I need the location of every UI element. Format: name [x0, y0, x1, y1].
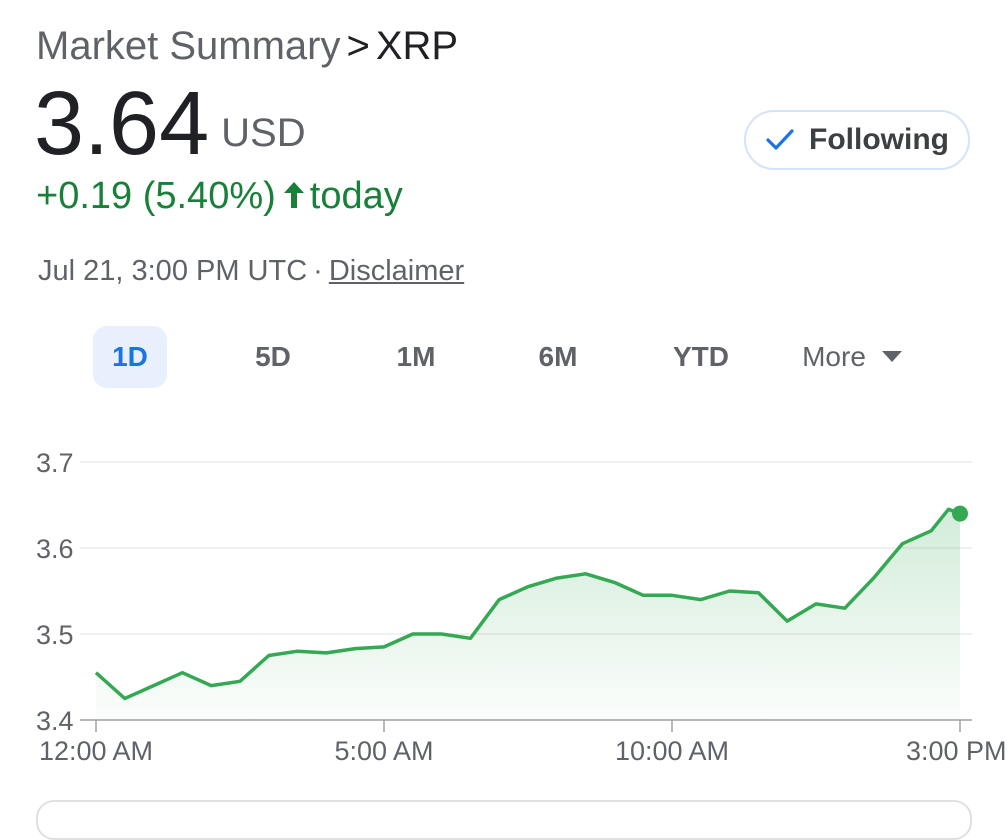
tab-6m[interactable]: 6M — [520, 326, 596, 388]
next-card — [36, 800, 972, 840]
y-tick-label: 3.5 — [36, 620, 74, 650]
x-tick-label: 10:00 AM — [615, 736, 729, 766]
tab-ytd-label: YTD — [673, 341, 729, 372]
x-tick-label: 5:00 AM — [334, 736, 433, 766]
y-tick-label: 3.7 — [36, 448, 74, 478]
x-tick-label: 3:00 PM — [906, 736, 1007, 766]
breadcrumb: Market Summary > XRP — [36, 22, 458, 70]
timestamp-row: Jul 21, 3:00 PM UTC · Disclaimer — [38, 254, 464, 288]
following-button[interactable]: Following — [744, 110, 970, 170]
tab-5d-label: 5D — [255, 341, 291, 372]
tab-ytd[interactable]: YTD — [658, 326, 744, 388]
breadcrumb-separator: > — [346, 24, 370, 68]
breadcrumb-ticker: XRP — [375, 24, 459, 68]
caret-down-icon — [881, 351, 902, 363]
checkmark-icon — [765, 128, 795, 152]
series-line — [94, 507, 961, 701]
current-price: 3.64 — [34, 74, 210, 174]
disclaimer-link[interactable]: Disclaimer — [328, 255, 465, 287]
change-value: +0.19 (5.40%) — [36, 175, 276, 217]
tab-more[interactable]: More — [790, 326, 914, 388]
y-tick-label: 3.4 — [36, 706, 74, 736]
price-row: 3.64 USD — [34, 76, 306, 172]
breadcrumb-root[interactable]: Market Summary — [36, 24, 341, 68]
change-period: today — [309, 175, 403, 217]
price-currency: USD — [221, 111, 306, 155]
following-label: Following — [809, 123, 949, 156]
tab-5d[interactable]: 5D — [236, 326, 310, 388]
price-change: +0.19 (5.40%) today — [36, 174, 403, 220]
y-tick-label: 3.6 — [36, 534, 74, 564]
series-area — [96, 509, 960, 720]
range-tabs: 1D 5D 1M 6M YTD More — [0, 326, 1008, 388]
tab-1m-label: 1M — [396, 341, 436, 372]
x-tick-label: 12:00 AM — [39, 736, 153, 766]
tab-1d[interactable]: 1D — [93, 326, 167, 388]
timestamp: Jul 21, 3:00 PM UTC — [38, 255, 308, 287]
meta-separator: · — [313, 255, 323, 287]
price-chart: 3.7 3.6 3.5 3.412:00 AM 5:00 AM 10:00 AM 3:00 … — [36, 448, 1007, 766]
tab-1m[interactable]: 1M — [378, 326, 454, 388]
tab-1d-label: 1D — [112, 341, 148, 372]
tab-6m-label: 6M — [538, 341, 578, 372]
arrow-up-icon — [282, 176, 306, 220]
last-point-marker — [952, 505, 968, 522]
tab-more-label: More — [802, 341, 866, 372]
